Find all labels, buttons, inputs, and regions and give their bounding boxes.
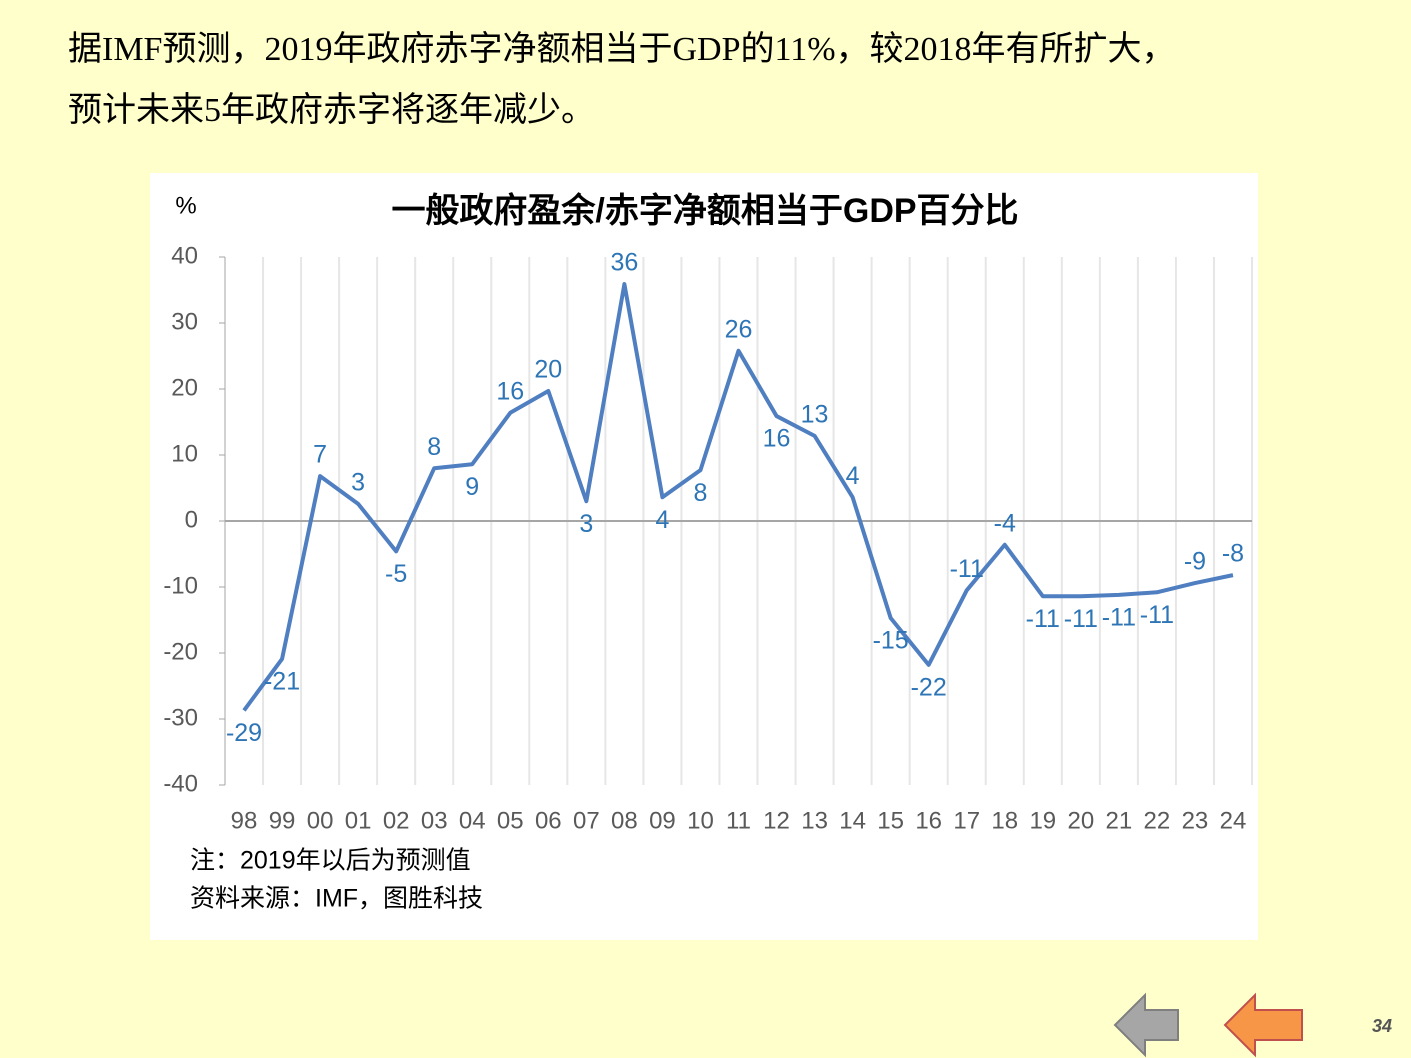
data-label: 16	[496, 377, 524, 405]
y-tick-label: -20	[163, 638, 198, 665]
data-label: 4	[846, 462, 860, 490]
data-label: -11	[1064, 605, 1098, 633]
prev-button[interactable]	[1113, 992, 1179, 1058]
x-tick-label: 00	[307, 807, 334, 834]
data-label: 3	[351, 468, 365, 496]
data-label: 8	[694, 479, 708, 507]
x-tick-label: 98	[231, 807, 258, 834]
data-label: -29	[226, 719, 262, 747]
data-label: 26	[725, 315, 753, 343]
y-tick-label: 10	[171, 440, 198, 467]
y-tick-label: -40	[163, 770, 198, 797]
x-tick-label: 12	[763, 807, 790, 834]
data-label: 9	[465, 473, 479, 501]
data-label: 16	[763, 425, 791, 453]
data-label: 20	[534, 356, 562, 384]
data-label: -11	[1102, 604, 1136, 632]
data-label: -11	[1140, 601, 1174, 629]
data-label: 3	[579, 510, 593, 538]
y-tick-label: 30	[171, 308, 198, 335]
data-label: -11	[950, 555, 984, 583]
x-tick-label: 18	[991, 807, 1018, 834]
chart-area	[150, 173, 1258, 940]
x-tick-label: 23	[1182, 807, 1209, 834]
data-label: -9	[1184, 548, 1206, 576]
data-label: 36	[610, 249, 638, 277]
x-tick-label: 08	[611, 807, 638, 834]
back-button[interactable]	[1223, 992, 1303, 1058]
y-tick-label: 40	[171, 242, 198, 269]
x-tick-label: 06	[535, 807, 562, 834]
x-tick-label: 14	[839, 807, 866, 834]
chart-title: 一般政府盈余/赤字净额相当于GDP百分比	[391, 191, 1018, 230]
x-tick-label: 10	[687, 807, 714, 834]
x-tick-label: 04	[459, 807, 486, 834]
data-label: 13	[801, 400, 829, 428]
data-label: -22	[911, 673, 947, 701]
x-tick-label: 21	[1106, 807, 1133, 834]
y-tick-label: 20	[171, 374, 198, 401]
data-label: -21	[264, 668, 300, 696]
y-tick-label: -30	[163, 704, 198, 731]
data-label: 8	[427, 433, 441, 461]
x-tick-label: 11	[726, 807, 751, 834]
header-line: 据IMF预测，2019年政府赤字净额相当于GDP的11%，较2018年有所扩大，	[68, 30, 1176, 68]
page-number: 34	[1372, 1016, 1392, 1036]
header-line: 预计未来5年政府赤字将逐年减少。	[68, 91, 595, 129]
data-label: -4	[994, 509, 1016, 537]
x-tick-label: 07	[573, 807, 600, 834]
data-label: 4	[655, 506, 669, 534]
y-tick-label: -10	[163, 572, 198, 599]
x-tick-label: 22	[1144, 807, 1171, 834]
note: 注：2019年以后为预测值	[190, 847, 471, 875]
x-tick-label: 03	[421, 807, 448, 834]
data-line	[242, 282, 1234, 712]
data-label: -5	[385, 560, 407, 588]
x-tick-label: 01	[345, 807, 372, 834]
data-label: -8	[1222, 540, 1244, 568]
data-label: -15	[873, 627, 909, 655]
x-tick-label: 20	[1067, 807, 1094, 834]
x-tick-label: 24	[1220, 807, 1247, 834]
x-tick-label: 05	[497, 807, 524, 834]
x-tick-label: 15	[877, 807, 904, 834]
x-tick-label: 19	[1029, 807, 1056, 834]
x-tick-label: 02	[383, 807, 410, 834]
y-unit: %	[175, 192, 196, 219]
x-tick-label: 09	[649, 807, 676, 834]
y-tick-label: 0	[185, 506, 198, 533]
data-label: -11	[1026, 605, 1060, 633]
note: 资料来源：IMF，图胜科技	[190, 885, 483, 913]
x-tick-label: 16	[915, 807, 942, 834]
x-tick-label: 13	[801, 807, 828, 834]
data-label: 7	[313, 441, 327, 469]
x-tick-label: 99	[269, 807, 296, 834]
x-tick-label: 17	[953, 807, 980, 834]
